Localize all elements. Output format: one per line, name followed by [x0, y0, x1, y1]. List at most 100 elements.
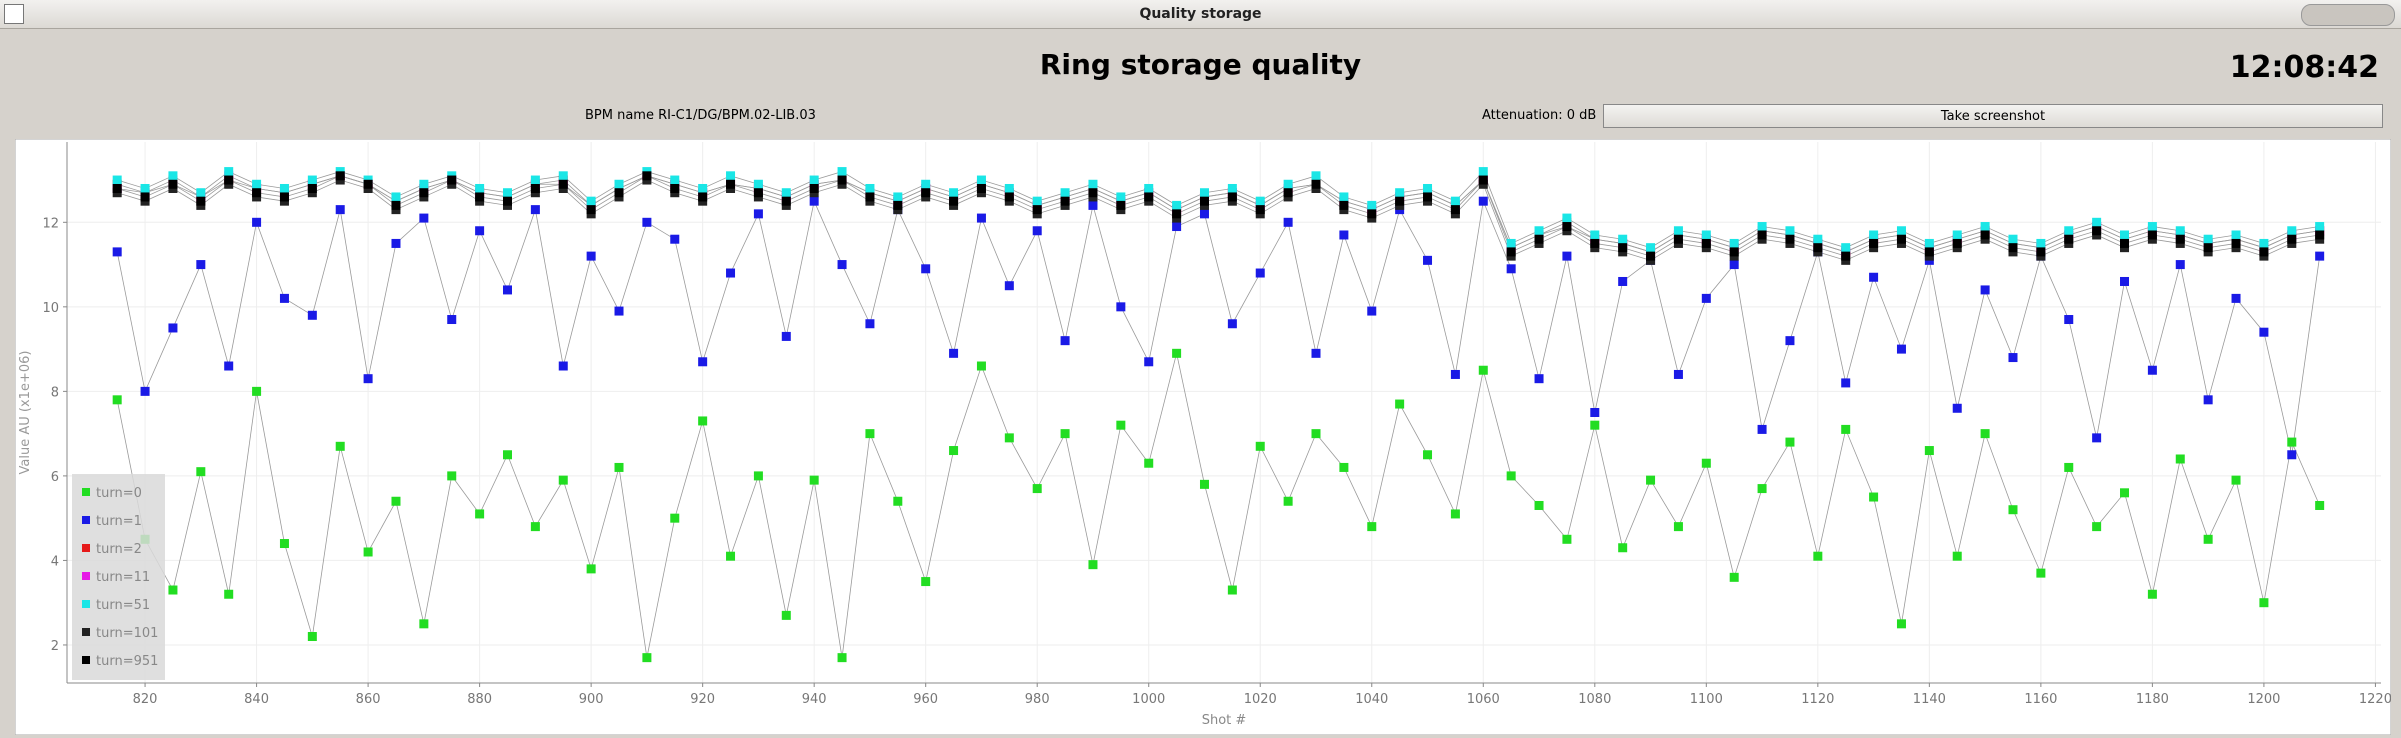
- data-point: [475, 226, 485, 236]
- data-point: [2315, 230, 2325, 240]
- data-point: [753, 209, 763, 219]
- x-tick-label: 980: [1025, 692, 1050, 707]
- data-point: [2064, 315, 2074, 325]
- data-point: [224, 361, 234, 371]
- data-point: [2259, 247, 2269, 257]
- data-point: [1952, 238, 1962, 248]
- data-point: [865, 319, 875, 329]
- data-point: [921, 179, 931, 189]
- data-point: [307, 310, 317, 320]
- data-point: [196, 188, 206, 198]
- data-point: [447, 471, 457, 481]
- data-point: [391, 192, 401, 202]
- data-point: [502, 285, 512, 295]
- data-point: [1701, 238, 1711, 248]
- x-tick-label: 1060: [1467, 692, 1500, 707]
- data-point: [1673, 522, 1683, 532]
- data-point: [1088, 200, 1098, 210]
- data-point: [1116, 302, 1126, 312]
- data-point: [196, 467, 206, 477]
- data-point: [2008, 505, 2018, 515]
- data-point: [1004, 192, 1014, 202]
- x-tick-label: 1220: [2359, 692, 2391, 707]
- data-point: [1478, 196, 1488, 206]
- data-point: [1311, 179, 1321, 189]
- data-point: [949, 446, 959, 456]
- data-point: [1367, 306, 1377, 316]
- data-point: [1199, 209, 1209, 219]
- data-point: [1757, 484, 1767, 494]
- data-point: [1283, 217, 1293, 227]
- data-point: [1172, 200, 1182, 210]
- data-point: [1896, 344, 1906, 354]
- legend-swatch: [82, 516, 90, 524]
- data-point: [781, 196, 791, 206]
- data-point: [893, 200, 903, 210]
- x-tick-label: 940: [802, 692, 827, 707]
- data-point: [1646, 475, 1656, 485]
- data-point: [1450, 205, 1460, 215]
- data-point: [865, 429, 875, 439]
- data-point: [1478, 365, 1488, 375]
- data-point: [1367, 200, 1377, 210]
- attenuation: Attenuation: 0 dB: [1482, 108, 1597, 123]
- data-point: [1757, 230, 1767, 240]
- data-point: [698, 192, 708, 202]
- data-point: [1199, 196, 1209, 206]
- data-point: [2175, 234, 2185, 244]
- data-point: [1450, 369, 1460, 379]
- data-point: [809, 175, 819, 185]
- y-axis-label: Value AU (x1e+06): [18, 351, 33, 475]
- data-point: [753, 471, 763, 481]
- x-axis-label: Shot #: [1202, 713, 1247, 728]
- data-point: [2287, 437, 2297, 447]
- data-point: [1506, 238, 1516, 248]
- data-point: [363, 179, 373, 189]
- data-point: [1618, 234, 1628, 244]
- data-point: [1562, 534, 1572, 544]
- data-point: [530, 183, 540, 193]
- data-point: [1590, 238, 1600, 248]
- data-point: [1506, 471, 1516, 481]
- window-controls[interactable]: [2301, 4, 2395, 26]
- data-point: [1395, 196, 1405, 206]
- x-tick-label: 1200: [2247, 692, 2280, 707]
- data-point: [837, 260, 847, 270]
- data-point: [1032, 226, 1042, 236]
- data-point: [1869, 272, 1879, 282]
- data-point: [1255, 196, 1265, 206]
- data-point: [1534, 500, 1544, 510]
- x-tick-label: 1000: [1132, 692, 1165, 707]
- data-point: [168, 171, 178, 181]
- data-point: [1144, 192, 1154, 202]
- data-point: [809, 196, 819, 206]
- data-point: [1255, 268, 1265, 278]
- data-point: [642, 217, 652, 227]
- x-tick-label: 1040: [1355, 692, 1388, 707]
- series-line: [116, 353, 2321, 658]
- data-point: [1060, 429, 1070, 439]
- screenshot-button[interactable]: Take screenshot: [1603, 104, 2383, 128]
- data-point: [1673, 369, 1683, 379]
- data-point: [279, 539, 289, 549]
- data-point: [2203, 234, 2213, 244]
- data-point: [2231, 238, 2241, 248]
- data-point: [614, 462, 624, 472]
- data-point: [1395, 188, 1405, 198]
- data-point: [252, 217, 262, 227]
- data-point: [614, 179, 624, 189]
- data-point: [140, 192, 150, 202]
- data-point: [949, 196, 959, 206]
- data-point: [2008, 353, 2018, 363]
- data-point: [1534, 234, 1544, 244]
- data-point: [2259, 327, 2269, 337]
- series-line: [117, 170, 2320, 249]
- data-point: [530, 205, 540, 215]
- data-point: [1116, 200, 1126, 210]
- legend-swatch: [82, 544, 90, 552]
- data-point: [1116, 192, 1126, 202]
- data-point: [642, 653, 652, 663]
- legend-swatch: [82, 488, 90, 496]
- y-tick-label: 8: [51, 385, 59, 400]
- data-point: [112, 247, 122, 257]
